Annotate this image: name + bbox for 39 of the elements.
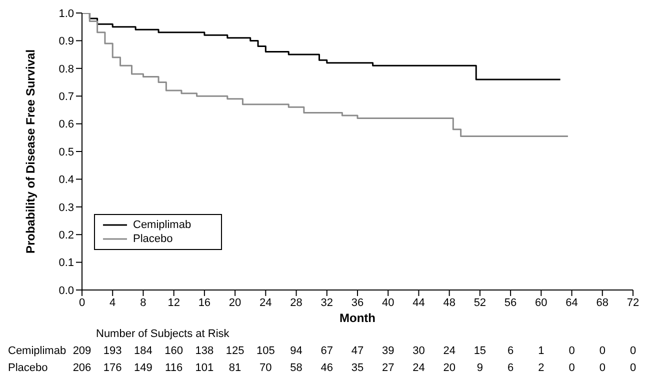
y-tick-label: 0.3 <box>58 202 74 214</box>
y-tick-label: 0.5 <box>58 146 74 158</box>
x-tick-label: 56 <box>504 296 517 309</box>
x-tick-label: 24 <box>260 296 272 309</box>
y-tick-label: 0.0 <box>58 284 74 297</box>
x-tick-label: 20 <box>228 296 242 309</box>
text: Placebo <box>8 362 48 374</box>
x-tick-label: 16 <box>198 296 211 309</box>
y-tick-label: 0.7 <box>58 91 74 104</box>
y-tick-label: 0.9 <box>58 36 74 48</box>
legend-label: Placebo <box>133 232 173 246</box>
x-tick-label: 60 <box>535 296 548 309</box>
x-tick-label: 44 <box>412 296 425 309</box>
y-tick-label: 0.8 <box>58 63 74 76</box>
x-tick-label: 28 <box>290 296 302 309</box>
text: 209 193 184 160 138 125 105 94 67 47 39 30 24 15 6 1 0 0 0 <box>72 345 636 357</box>
x-tick-label: 72 <box>626 296 640 309</box>
x-tick-label: 40 <box>382 296 394 309</box>
y-tick-label: 0.1 <box>58 257 74 270</box>
y-tick-label: 0.2 <box>58 230 74 242</box>
y-tick-label: 0.4 <box>58 174 74 186</box>
text: Number of Subjects at Risk <box>96 328 230 340</box>
x-tick-label: 64 <box>566 296 578 309</box>
legend-label: Cemiplimab <box>133 218 192 232</box>
x-tick-label: 68 <box>596 296 609 309</box>
x-axis-title: Month <box>340 311 376 325</box>
x-tick-label: 32 <box>320 296 334 309</box>
x-tick-label: 48 <box>443 296 456 309</box>
x-tick-label: 36 <box>351 296 364 309</box>
x-tick-label: 0 <box>78 296 86 309</box>
x-tick-label: 4 <box>110 296 116 309</box>
x-tick-label: 8 <box>140 296 146 309</box>
x-tick-label: 52 <box>474 296 486 309</box>
y-tick-label: 1.0 <box>58 8 74 20</box>
x-tick-label: 12 <box>168 296 180 309</box>
text: Cemiplimab <box>8 345 66 357</box>
text: 206 176 149 116 101 81 70 58 46 35 27 24 20 9 6 2 0 0 0 <box>72 362 636 374</box>
y-tick-label: 0.6 <box>58 118 74 131</box>
y-axis-title: Probability of Disease Free Survival <box>23 49 38 254</box>
